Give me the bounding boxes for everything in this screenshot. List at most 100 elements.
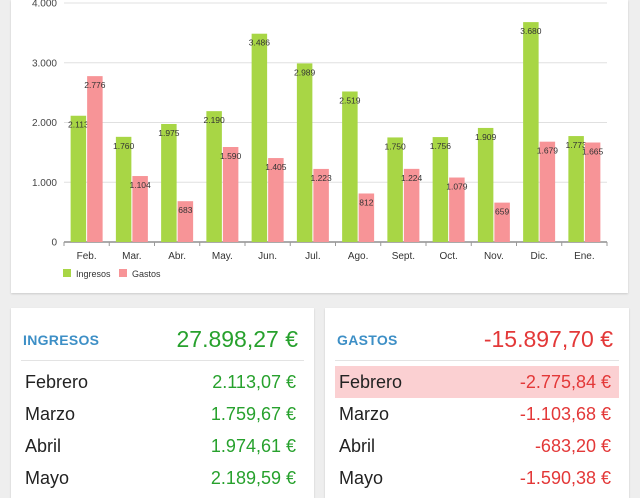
income-card: INGRESOS 27.898,27 € Febrero 2.113,07 € … bbox=[11, 308, 314, 498]
expenses-total: -15.897,70 € bbox=[483, 326, 613, 352]
bar-value-label: 2.113 bbox=[68, 120, 89, 130]
list-item[interactable]: Febrero 2.113,07 € bbox=[21, 366, 304, 398]
list-item[interactable]: Mayo -1.590,38 € bbox=[335, 462, 619, 494]
list-item[interactable]: Abril 1.974,61 € bbox=[21, 430, 304, 462]
x-tick-label: Dic. bbox=[531, 251, 548, 262]
month-value: 1.974,61 € bbox=[210, 436, 296, 456]
list-item[interactable]: Marzo -1.103,68 € bbox=[335, 398, 619, 430]
x-tick-label: Jun. bbox=[258, 251, 277, 262]
bar-value-label: 2.776 bbox=[84, 80, 106, 90]
month-label: Abril bbox=[25, 436, 62, 456]
bar-value-label: 1.756 bbox=[430, 141, 452, 151]
bar-value-label: 1.104 bbox=[129, 180, 151, 190]
y-tick-label: 4.000 bbox=[32, 0, 57, 10]
x-tick-label: Jul. bbox=[305, 251, 321, 262]
x-tick-label: Feb. bbox=[77, 251, 97, 262]
expenses-header: GASTOS -15.897,70 € bbox=[335, 308, 619, 361]
gastos-bar bbox=[177, 201, 194, 242]
bar-value-label: 1.665 bbox=[582, 147, 604, 157]
month-label: Mayo bbox=[339, 468, 384, 488]
gastos-bar bbox=[494, 202, 510, 242]
ingresos-bar bbox=[568, 136, 584, 242]
ingresos-bar bbox=[251, 33, 268, 242]
list-item[interactable]: Mayo 2.189,59 € bbox=[21, 462, 304, 494]
month-value: -2.775,84 € bbox=[519, 372, 611, 392]
ingresos-bar bbox=[206, 111, 222, 243]
legend-label-gastos: Gastos bbox=[132, 269, 161, 279]
gastos-bar bbox=[222, 146, 239, 242]
month-label: Marzo bbox=[25, 404, 76, 424]
bar-value-label: 2.989 bbox=[294, 67, 316, 77]
bar-value-label: 1.223 bbox=[310, 173, 332, 183]
gastos-bar bbox=[584, 142, 601, 242]
y-tick-label: 0 bbox=[51, 238, 57, 249]
list-item-selected[interactable]: Febrero -2.775,84 € bbox=[335, 366, 619, 398]
bar-value-label: 1.760 bbox=[113, 141, 135, 151]
month-label: Febrero bbox=[339, 372, 403, 392]
x-tick-label: Ene. bbox=[574, 251, 595, 262]
ingresos-bar bbox=[296, 63, 313, 242]
legend-swatch-ingresos bbox=[63, 269, 71, 277]
gastos-bar bbox=[449, 177, 465, 242]
legend-swatch-gastos bbox=[119, 269, 127, 277]
expenses-title: GASTOS bbox=[337, 332, 398, 348]
bar-value-label: 1.750 bbox=[384, 141, 406, 151]
legend-label-ingresos: Ingresos bbox=[76, 269, 111, 279]
ingresos-bar bbox=[477, 127, 494, 242]
ingresos-bar bbox=[342, 91, 358, 242]
bar-value-label: 1.975 bbox=[158, 128, 180, 138]
ingresos-bar bbox=[70, 115, 87, 242]
gastos-bar bbox=[313, 168, 329, 242]
bar-value-label: 3.486 bbox=[249, 38, 271, 48]
income-header: INGRESOS 27.898,27 € bbox=[21, 308, 304, 361]
bar-value-label: 1.909 bbox=[475, 132, 497, 142]
y-tick-label: 2.000 bbox=[32, 118, 57, 129]
expenses-list: Febrero -2.775,84 € Marzo -1.103,68 € Ab… bbox=[335, 366, 619, 494]
ingresos-bar bbox=[115, 136, 132, 242]
x-tick-label: May. bbox=[212, 251, 233, 262]
x-tick-label: Abr. bbox=[168, 251, 186, 262]
ingresos-bar bbox=[523, 22, 539, 243]
list-item[interactable]: Abril -683,20 € bbox=[335, 430, 619, 462]
gastos-bar bbox=[87, 76, 103, 242]
bar-value-label: 2.190 bbox=[203, 115, 225, 125]
bar-value-label: 659 bbox=[495, 207, 509, 217]
month-label: Mayo bbox=[25, 468, 70, 488]
gastos-bar bbox=[358, 193, 375, 242]
month-label: Abril bbox=[339, 436, 376, 456]
income-total: 27.898,27 € bbox=[176, 326, 298, 352]
y-tick-label: 3.000 bbox=[32, 58, 57, 69]
bar-value-label: 1.773 bbox=[565, 140, 587, 150]
month-value: -683,20 € bbox=[534, 436, 611, 456]
bar-value-label: 1.224 bbox=[401, 173, 423, 183]
gastos-bar bbox=[268, 158, 284, 242]
bar-value-label: 3.680 bbox=[520, 26, 542, 36]
bar-value-label: 1.679 bbox=[537, 146, 559, 156]
ingresos-bar bbox=[387, 137, 403, 242]
bar-value-label: 683 bbox=[178, 205, 192, 215]
x-tick-label: Ago. bbox=[348, 251, 369, 262]
monthly-bar-chart: 0 1.000 2.000 3.000 4.000 2.113 2.776 Feb. 1.760… bbox=[32, 0, 608, 279]
month-value: -1.590,38 € bbox=[519, 468, 611, 488]
ingresos-bar bbox=[161, 123, 177, 242]
x-tick-label: Mar. bbox=[122, 251, 141, 262]
month-value: 2.113,07 € bbox=[212, 372, 296, 392]
y-tick-label: 1.000 bbox=[32, 178, 57, 189]
bar-value-label: 1.079 bbox=[446, 182, 468, 192]
bar-value-label: 1.405 bbox=[265, 162, 287, 172]
bar-value-label: 812 bbox=[359, 197, 373, 207]
month-value: 2.189,59 € bbox=[210, 468, 296, 488]
x-tick-label: Sept. bbox=[392, 251, 415, 262]
x-tick-label: Nov. bbox=[484, 251, 504, 262]
income-title: INGRESOS bbox=[23, 332, 100, 348]
month-value: 1.759,67 € bbox=[210, 404, 296, 424]
list-item[interactable]: Marzo 1.759,67 € bbox=[21, 398, 304, 430]
month-label: Febrero bbox=[25, 372, 89, 392]
income-list: Febrero 2.113,07 € Marzo 1.759,67 € Abri… bbox=[21, 366, 304, 494]
month-value: -1.103,68 € bbox=[519, 404, 611, 424]
gastos-bar bbox=[132, 176, 148, 242]
bar-value-label: 2.519 bbox=[339, 95, 361, 105]
expenses-card: GASTOS -15.897,70 € Febrero -2.775,84 € … bbox=[325, 308, 629, 498]
bar-value-label: 1.590 bbox=[220, 151, 242, 161]
ingresos-bar bbox=[432, 137, 449, 242]
